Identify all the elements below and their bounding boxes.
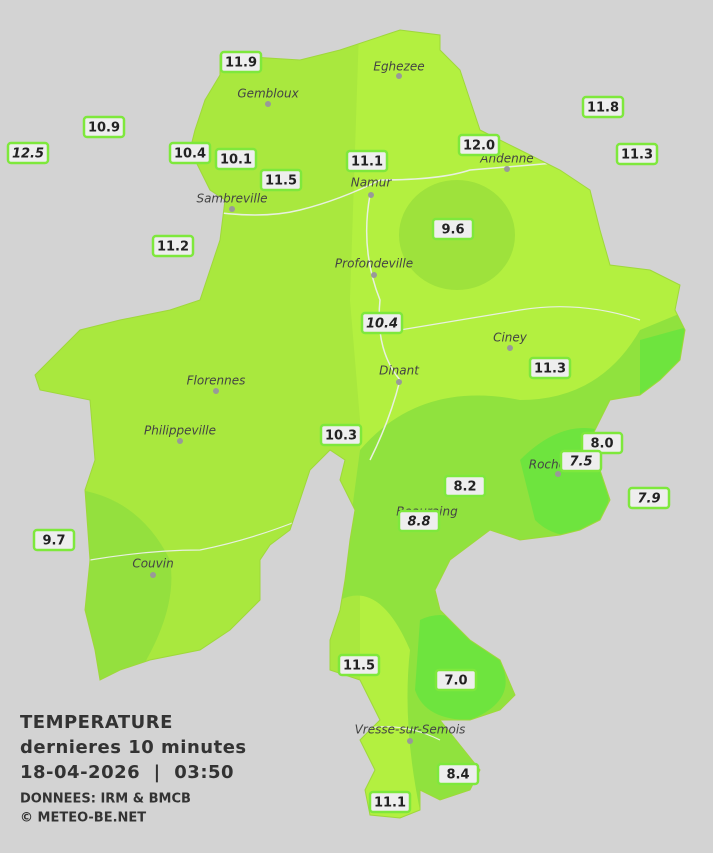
- station-box: [528, 356, 572, 380]
- station-value: 8.0: [590, 437, 613, 452]
- town-label: Namur: [351, 176, 393, 190]
- station-box: [219, 50, 263, 74]
- river: [89, 519, 301, 561]
- copyright: © METEO-BE.NET: [20, 811, 146, 826]
- river: [199, 149, 685, 216]
- station-value: 10.4: [174, 147, 206, 162]
- town-label: Profondeville: [335, 257, 413, 271]
- station-box: [32, 528, 76, 552]
- source: DONNEES: IRM & BMCB: [20, 792, 191, 807]
- town-label: Sambreville: [196, 192, 267, 206]
- station-box: [368, 790, 412, 814]
- subtitle: dernieres 10 minutes: [20, 737, 247, 758]
- station-value: 7.0: [444, 674, 467, 689]
- station-value: 7.9: [637, 492, 660, 507]
- station-box: [168, 141, 212, 165]
- station-box: [6, 141, 50, 165]
- station-value: 11.5: [265, 174, 297, 189]
- town-label: Ciney: [493, 331, 528, 345]
- station-value: 12.5: [12, 147, 44, 162]
- town-dot: [396, 379, 402, 385]
- station-box: [443, 474, 487, 498]
- town-label: Dinant: [379, 364, 420, 378]
- town-dot: [177, 438, 183, 444]
- town-dot: [396, 73, 402, 79]
- town-label: Florennes: [187, 374, 246, 388]
- station-value: 11.2: [157, 240, 189, 255]
- station-box: [436, 762, 480, 786]
- station-box: [259, 168, 303, 192]
- town-label: Couvin: [132, 557, 173, 571]
- town-label: Eghezee: [373, 60, 424, 74]
- station-box: [345, 149, 389, 173]
- station-box: [337, 653, 381, 677]
- station-value: 11.1: [351, 155, 383, 170]
- station-box: [627, 486, 671, 510]
- station-value: 8.4: [446, 768, 469, 783]
- station-value: 11.3: [621, 148, 653, 163]
- town-dot: [507, 345, 513, 351]
- town-dot: [213, 388, 219, 394]
- station-value: 11.9: [225, 56, 257, 71]
- zone-cold: [640, 320, 685, 400]
- station-box: [397, 509, 441, 533]
- town-label: Philippeville: [144, 424, 216, 438]
- station-box: [434, 668, 478, 692]
- station-value: 12.0: [463, 139, 495, 154]
- station-box: [151, 234, 195, 258]
- station-value: 10.1: [220, 153, 252, 168]
- station-value: 9.7: [42, 534, 65, 549]
- town-dot: [407, 738, 413, 744]
- river: [399, 306, 641, 331]
- station-value: 10.4: [366, 317, 398, 332]
- station-box: [360, 311, 404, 335]
- town-dot: [371, 272, 377, 278]
- station-box: [319, 423, 363, 447]
- station-box: [82, 115, 126, 139]
- station-value: 11.8: [587, 101, 619, 116]
- station-box: [457, 133, 501, 157]
- station-value: 11.3: [534, 362, 566, 377]
- town-dot: [368, 192, 374, 198]
- labels: EghezeeGemblouxAndenneNamurSambrevillePr…: [6, 50, 671, 814]
- station-box: [581, 95, 625, 119]
- town-label: Vresse-sur-Semois: [355, 723, 466, 737]
- station-value: 7.5: [569, 455, 592, 470]
- station-box: [559, 449, 603, 473]
- station-value: 11.5: [343, 659, 375, 674]
- station-box: [431, 217, 475, 241]
- town-dot: [555, 471, 561, 477]
- station-box: [615, 142, 659, 166]
- town-label: Gembloux: [237, 87, 299, 101]
- river: [365, 194, 401, 461]
- station-value: 8.8: [407, 515, 430, 530]
- station-value: 10.3: [325, 429, 357, 444]
- station-value: 9.6: [441, 223, 464, 238]
- timestamp: 18-04-2026 | 03:50: [20, 762, 234, 783]
- town-dot: [150, 572, 156, 578]
- town-dot: [265, 101, 271, 107]
- title: TEMPERATURE: [20, 712, 173, 733]
- station-value: 8.2: [453, 480, 476, 495]
- station-value: 10.9: [88, 121, 120, 136]
- town-dot: [229, 206, 235, 212]
- station-box: [214, 147, 258, 171]
- town-dot: [504, 166, 510, 172]
- station-value: 11.1: [374, 796, 406, 811]
